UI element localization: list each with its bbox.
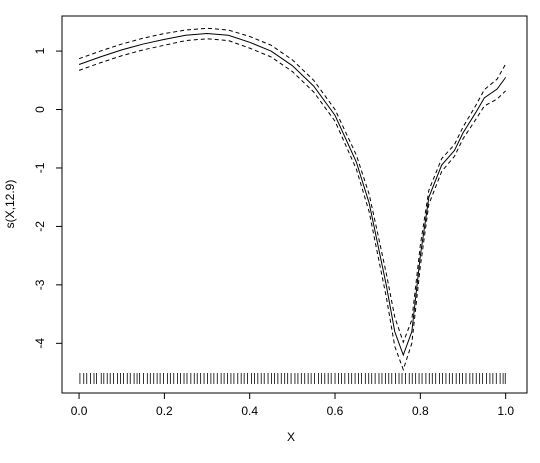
x-tick-label: 0.6 xyxy=(327,404,344,418)
y-tick-label: -3 xyxy=(33,279,47,290)
y-tick-label: -1 xyxy=(33,162,47,173)
x-tick-label: 0.0 xyxy=(71,404,88,418)
y-tick-label: -4 xyxy=(33,338,47,349)
y-tick-label: 1 xyxy=(33,47,47,54)
series-line xyxy=(78,38,507,372)
x-axis-label: X xyxy=(287,430,295,444)
series-line xyxy=(78,33,507,357)
x-tick-label: 0.4 xyxy=(241,404,258,418)
y-axis-label: s(X,12.9) xyxy=(3,180,17,229)
x-tick-label: 0.2 xyxy=(156,404,173,418)
x-tick-label: 0.8 xyxy=(412,404,429,418)
plot-frame xyxy=(61,15,528,394)
y-tick-label: -2 xyxy=(33,221,47,232)
x-tick-label: 1.0 xyxy=(497,404,514,418)
y-tick-label: 0 xyxy=(33,106,47,113)
series-line xyxy=(78,27,507,344)
